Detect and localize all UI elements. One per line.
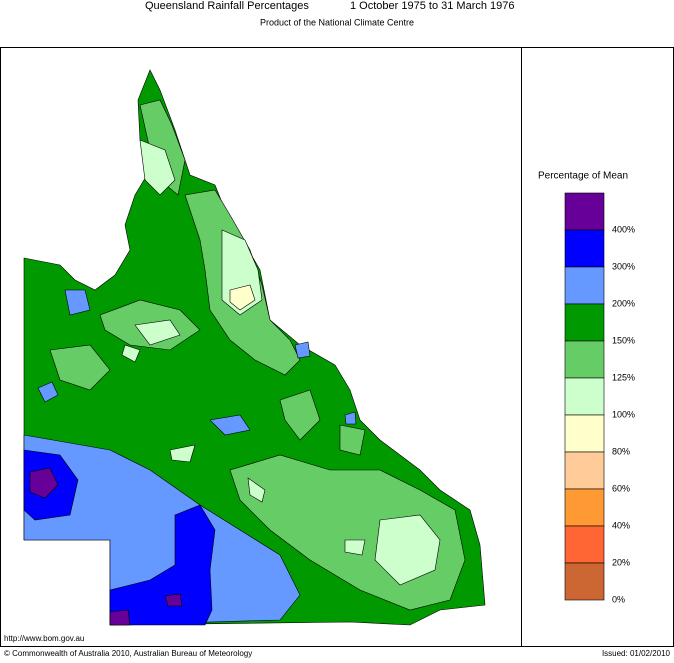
legend-swatch xyxy=(564,562,605,601)
legend-swatch xyxy=(564,266,605,305)
legend-label: 60% xyxy=(612,483,630,493)
zone-80 xyxy=(229,284,256,311)
legend-label: 100% xyxy=(612,409,635,419)
map xyxy=(23,69,486,626)
zone-125 xyxy=(49,99,466,611)
legend-swatch xyxy=(564,525,605,564)
legend-label: 125% xyxy=(612,372,635,382)
legend-swatch xyxy=(564,192,605,231)
legend: 400% 300% 200% 150% 125% 100% 80% 60% 40% 20% 0% xyxy=(564,192,635,604)
legend-label: 0% xyxy=(612,594,625,604)
legend-label: 150% xyxy=(612,335,635,345)
legend-label: 20% xyxy=(612,557,630,567)
legend-title: Percentage of Mean xyxy=(538,171,628,182)
legend-label: 40% xyxy=(612,520,630,530)
subtitle: Product of the National Climate Centre xyxy=(260,17,414,27)
title: Queensland Rainfall Percentages xyxy=(145,0,309,12)
legend-label: 400% xyxy=(612,224,635,234)
legend-swatch xyxy=(564,377,605,416)
legend-swatch xyxy=(564,488,605,527)
period: 1 October 1975 to 31 March 1976 xyxy=(350,0,515,12)
legend-label: 80% xyxy=(612,446,630,456)
legend-swatch xyxy=(564,451,605,490)
legend-swatch xyxy=(564,340,605,379)
legend-swatch xyxy=(564,229,605,268)
copyright: © Commonwealth of Australia 2010, Austra… xyxy=(4,649,252,658)
legend-swatch xyxy=(564,303,605,342)
footer-url: http://www.bom.gov.au xyxy=(4,634,84,643)
zone-400 xyxy=(29,467,183,626)
issued: Issued: 01/02/2010 xyxy=(602,649,671,658)
legend-label: 300% xyxy=(612,261,635,271)
legend-label: 200% xyxy=(612,298,635,308)
legend-swatch xyxy=(564,414,605,453)
zone-100 xyxy=(121,139,441,586)
zone-300 xyxy=(23,449,216,626)
